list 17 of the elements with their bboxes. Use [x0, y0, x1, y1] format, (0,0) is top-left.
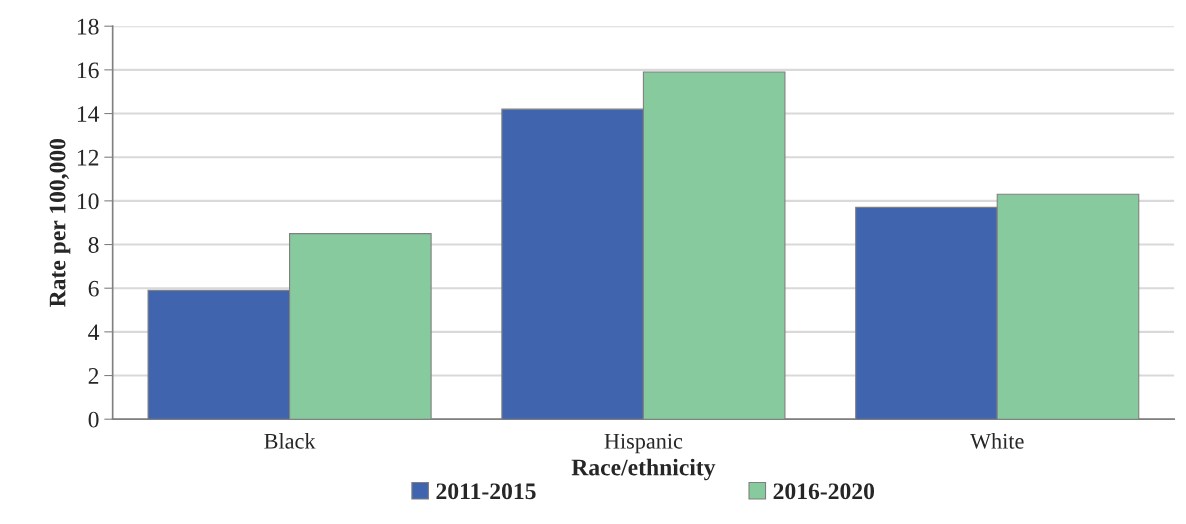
y-tick-label: 10	[77, 193, 99, 210]
x-tick-label: Black	[264, 433, 316, 449]
y-tick-label: 14	[77, 106, 100, 122]
y-tick-label: 8	[88, 237, 99, 253]
x-tick-label: White	[970, 433, 1024, 449]
x-tick-label: Hispanic	[604, 433, 683, 454]
y-tick-label: 0	[88, 411, 99, 428]
y-tick-label: 2	[88, 368, 99, 384]
y-tick-label: 4	[88, 324, 100, 341]
y-tick-label: 16	[77, 62, 99, 79]
legend-label: 2011-2015	[436, 483, 536, 500]
y-axis-title: Rate per 100,000	[49, 138, 71, 308]
y-tick-label: 12	[77, 149, 99, 166]
legend-label: 2016-2020	[773, 483, 875, 500]
x-axis-title: Race/ethnicity	[571, 458, 716, 481]
y-tick-label: 18	[77, 18, 99, 35]
y-tick-label: 6	[88, 280, 99, 297]
